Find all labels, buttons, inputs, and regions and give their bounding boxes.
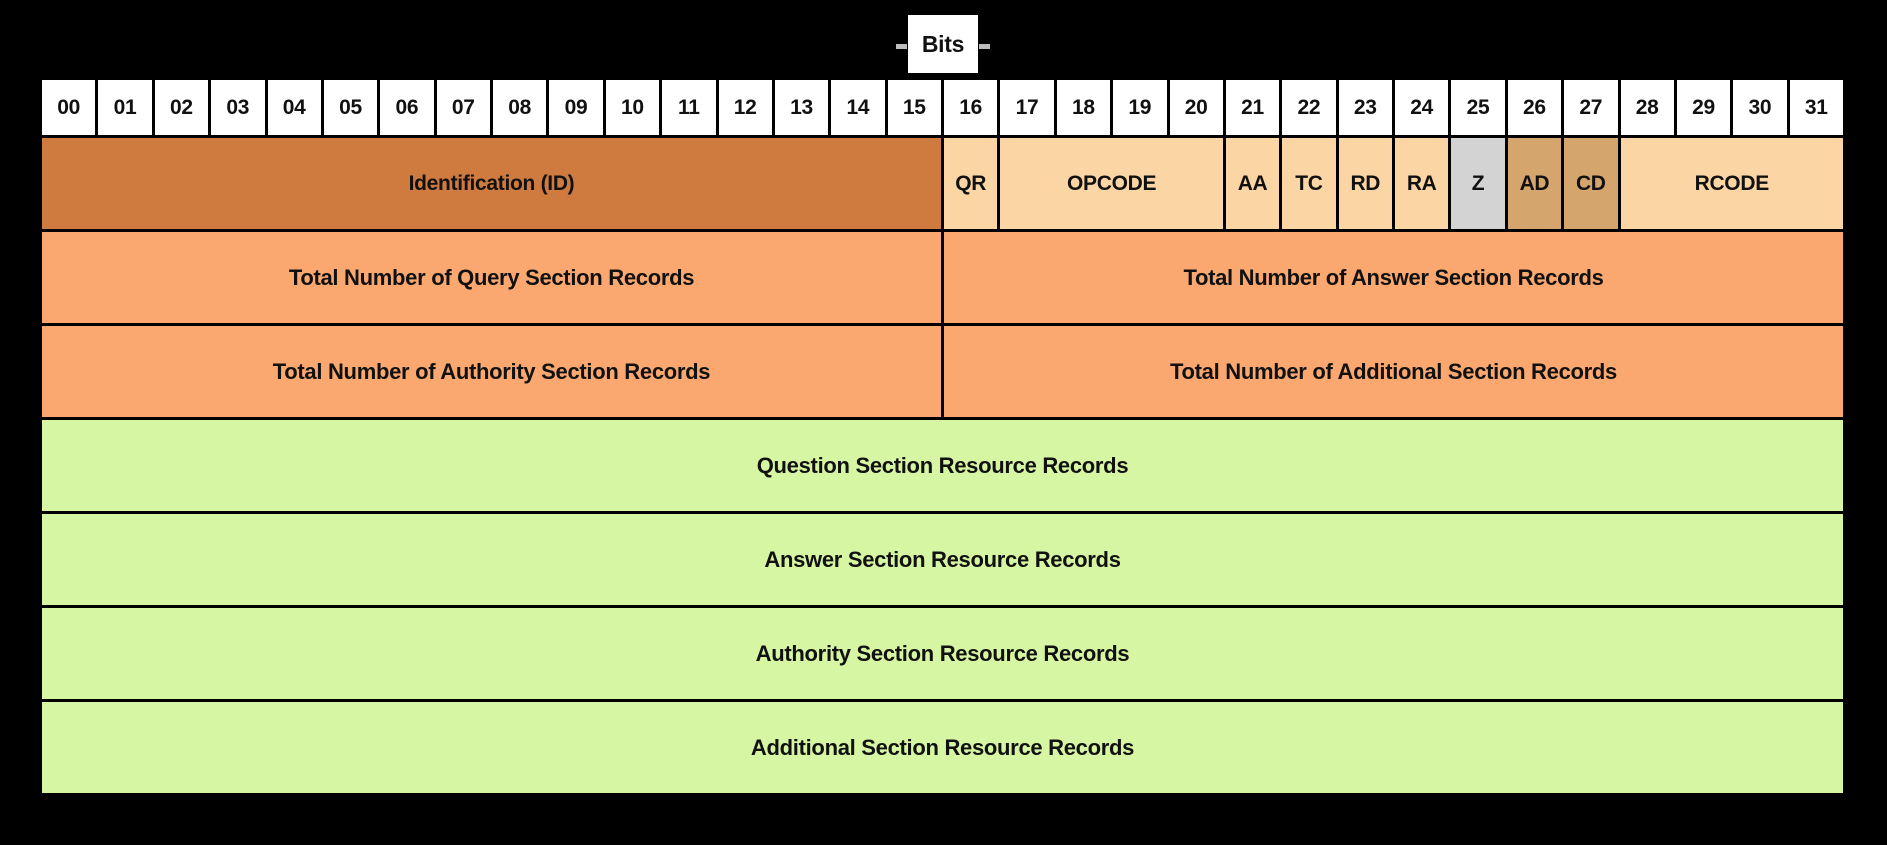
bit-number-cell-06: 06 — [380, 80, 434, 135]
field-aa: AA — [1225, 138, 1280, 229]
count-field-total-number-of-answer-section-records: Total Number of Answer Section Records — [944, 232, 1843, 323]
bit-number-cell-18: 18 — [1056, 80, 1111, 135]
bit-number-cell-04: 04 — [267, 80, 321, 135]
bit-number-cell-15: 15 — [887, 80, 941, 135]
bit-number-cell-24: 24 — [1395, 80, 1449, 135]
bit-number-cell-03: 03 — [211, 80, 265, 135]
bits-label: Bits — [908, 15, 978, 73]
bit-number-cell-22: 22 — [1282, 80, 1336, 135]
bit-number-cell-09: 09 — [549, 80, 603, 135]
dns-header-grid: 00 01 02 03 04 05 06 07 08 09 10 11 12 13 14 15 16 17 18 19… — [42, 80, 1843, 793]
bit-number-cell-14: 14 — [831, 80, 885, 135]
record-row-additional-section-resource-records: Additional Section Resource Records — [42, 702, 1843, 793]
bit-number-cell-31: 31 — [1789, 80, 1843, 135]
bit-number-cell-16: 16 — [944, 80, 998, 135]
field-rd: RD — [1338, 138, 1392, 229]
bit-number-cell-28: 28 — [1620, 80, 1674, 135]
record-row-answer-section-resource-records: Answer Section Resource Records — [42, 514, 1843, 605]
bit-number-cell-13: 13 — [774, 80, 829, 135]
field-rcode: RCODE — [1620, 138, 1843, 229]
bits-arrow-left-icon — [896, 44, 907, 49]
bit-number-cell-26: 26 — [1507, 80, 1562, 135]
field-opcode: OPCODE — [1000, 138, 1223, 229]
bit-number-cell-25: 25 — [1451, 80, 1505, 135]
bit-number-cell-20: 20 — [1169, 80, 1223, 135]
bit-number-cell-08: 08 — [493, 80, 547, 135]
bit-number-cell-11: 11 — [662, 80, 716, 135]
bit-number-cell-05: 05 — [323, 80, 378, 135]
bit-number-cell-21: 21 — [1225, 80, 1280, 135]
record-row-question-section-resource-records: Question Section Resource Records — [42, 420, 1843, 511]
field-tc: TC — [1282, 138, 1336, 229]
count-field-total-number-of-additional-section-records: Total Number of Additional Section Recor… — [944, 326, 1843, 417]
field-identification-id: Identification (ID) — [42, 138, 941, 229]
bit-number-cell-17: 17 — [1000, 80, 1054, 135]
field-qr: QR — [944, 138, 998, 229]
bit-number-cell-30: 30 — [1733, 80, 1787, 135]
bit-number-cell-07: 07 — [436, 80, 490, 135]
bit-number-cell-01: 01 — [98, 80, 152, 135]
bits-arrow-right-icon — [979, 44, 990, 49]
count-field-total-number-of-query-section-records: Total Number of Query Section Records — [42, 232, 941, 323]
field-cd: CD — [1564, 138, 1618, 229]
field-ra: RA — [1395, 138, 1449, 229]
record-row-authority-section-resource-records: Authority Section Resource Records — [42, 608, 1843, 699]
count-field-total-number-of-authority-section-records: Total Number of Authority Section Record… — [42, 326, 941, 417]
bit-number-cell-27: 27 — [1564, 80, 1618, 135]
bit-number-cell-29: 29 — [1676, 80, 1731, 135]
field-ad: AD — [1507, 138, 1562, 229]
field-z: Z — [1451, 138, 1505, 229]
bit-number-cell-12: 12 — [718, 80, 772, 135]
bit-number-cell-10: 10 — [605, 80, 660, 135]
bit-number-cell-02: 02 — [154, 80, 209, 135]
bit-number-cell-00: 00 — [42, 80, 96, 135]
bit-number-cell-23: 23 — [1338, 80, 1392, 135]
bit-number-cell-19: 19 — [1113, 80, 1167, 135]
